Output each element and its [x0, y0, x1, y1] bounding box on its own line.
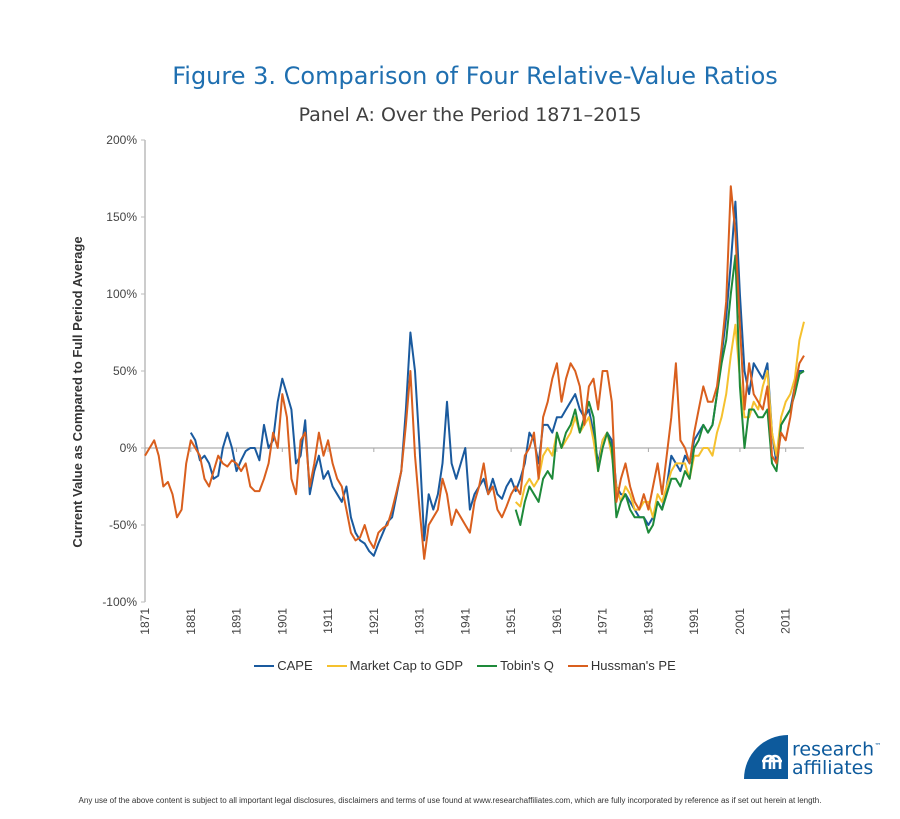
x-tick-label: 1971: [596, 608, 610, 635]
legend-label: Tobin's Q: [500, 658, 554, 673]
x-tick-label: 2001: [733, 608, 747, 635]
legend-label: Market Cap to GDP: [349, 658, 464, 673]
x-tick-label: 1871: [138, 608, 152, 635]
x-tick-label: 1901: [275, 608, 289, 635]
y-tick-label: 150%: [106, 210, 137, 224]
research-affiliates-logo: research™ affiliates: [744, 735, 881, 780]
series-line-hussman-s-pe: [144, 185, 805, 560]
y-tick-label: 100%: [106, 287, 137, 301]
logo-line1: research: [792, 738, 875, 761]
x-tick-label: 2011: [779, 608, 793, 634]
legend-swatch: [254, 664, 275, 667]
legend-swatch: [477, 664, 498, 667]
disclaimer: Any use of the above content is subject …: [78, 796, 822, 805]
series-line-tobin-s-q: [514, 254, 805, 534]
legend-label: CAPE: [277, 658, 313, 673]
chart-title: Figure 3. Comparison of Four Relative-Va…: [172, 62, 778, 90]
legend-item-market-cap-to-gdp: Market Cap to GDP: [326, 658, 464, 673]
legend-swatch: [567, 664, 588, 667]
legend-item-tobin-s-q: Tobin's Q: [477, 658, 554, 673]
series-line-cape: [189, 200, 804, 557]
x-tick-label: 1981: [641, 608, 655, 635]
y-axis-label: Current Value as Compared to Full Period…: [70, 236, 85, 547]
x-tick-label: 1911: [321, 608, 335, 634]
y-tick-label: -50%: [109, 518, 137, 532]
x-tick-label: 1961: [550, 608, 564, 635]
x-tick-label: 1931: [413, 608, 427, 635]
y-tick-label: 0%: [120, 441, 138, 455]
x-tick-label: 1941: [458, 608, 472, 635]
legend: CAPE Market Cap to GDP Tobin's Q Hussman's …: [0, 658, 900, 673]
y-tick-label: -100%: [102, 595, 137, 609]
y-tick-label: 50%: [113, 364, 137, 378]
x-tick-label: 1921: [367, 608, 381, 635]
series-line-market-cap-to-gdp: [514, 321, 805, 519]
legend-swatch: [326, 664, 347, 667]
legend-label: Hussman's PE: [590, 658, 676, 673]
x-tick-label: 1881: [184, 608, 198, 635]
x-tick-label: 1991: [687, 608, 701, 635]
logo-tm: ™: [874, 742, 882, 750]
logo-line2: affiliates: [792, 757, 874, 780]
legend-item-hussman-s-pe: Hussman's PE: [567, 658, 676, 673]
logo-mark-icon: [744, 735, 788, 779]
chart-subtitle: Panel A: Over the Period 1871–2015: [298, 104, 642, 126]
y-tick-label: 200%: [106, 133, 137, 147]
x-tick-label: 1951: [504, 608, 518, 635]
legend-item-cape: CAPE: [254, 658, 313, 673]
x-tick-label: 1891: [230, 608, 244, 635]
